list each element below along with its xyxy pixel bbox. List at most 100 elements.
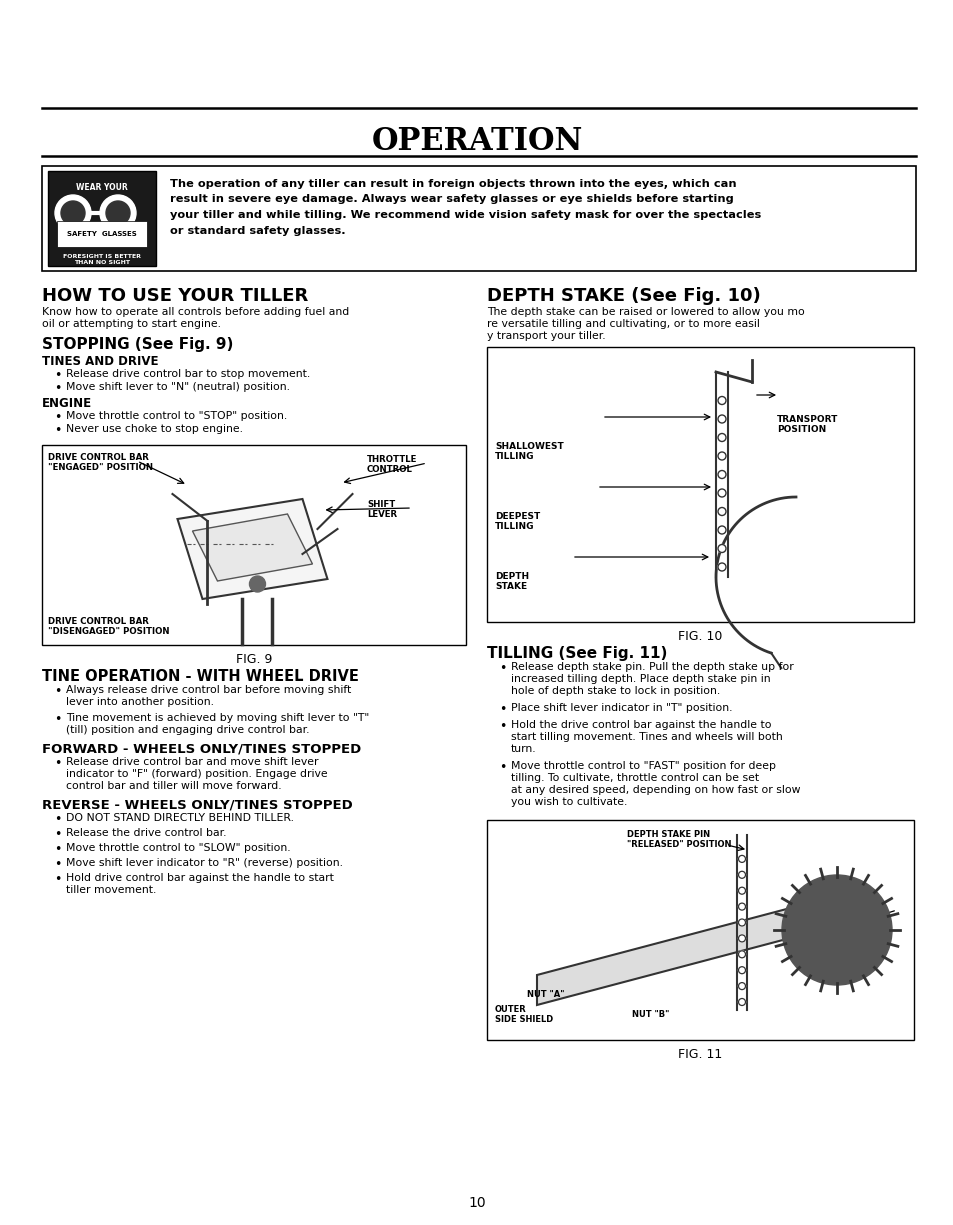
Text: OPERATION: OPERATION <box>371 126 582 157</box>
Text: FIG. 11: FIG. 11 <box>678 1049 721 1061</box>
Text: •: • <box>54 858 61 871</box>
Text: tilling. To cultivate, throttle control can be set: tilling. To cultivate, throttle control … <box>511 773 759 783</box>
Circle shape <box>61 201 85 225</box>
Text: •: • <box>498 720 506 733</box>
Text: •: • <box>54 424 61 437</box>
FancyBboxPatch shape <box>486 347 913 622</box>
Text: Hold the drive control bar against the handle to: Hold the drive control bar against the h… <box>511 720 771 730</box>
Text: TINES AND DRIVE: TINES AND DRIVE <box>42 355 158 368</box>
Text: DO NOT STAND DIRECTLY BEHIND TILLER.: DO NOT STAND DIRECTLY BEHIND TILLER. <box>66 813 294 823</box>
Text: 10: 10 <box>468 1196 485 1210</box>
Text: DRIVE CONTROL BAR
"ENGAGED" POSITION: DRIVE CONTROL BAR "ENGAGED" POSITION <box>48 453 152 473</box>
Text: DEEPEST
TILLING: DEEPEST TILLING <box>495 512 539 532</box>
Text: NUT "A": NUT "A" <box>526 990 564 1000</box>
Circle shape <box>738 935 744 942</box>
Circle shape <box>718 564 725 571</box>
Text: TRANSPORT
POSITION: TRANSPORT POSITION <box>776 415 838 435</box>
Circle shape <box>738 919 744 926</box>
Text: Move throttle control to "STOP" position.: Move throttle control to "STOP" position… <box>66 412 287 421</box>
Text: Move throttle control to "FAST" position for deep: Move throttle control to "FAST" position… <box>511 761 775 771</box>
Circle shape <box>781 875 891 985</box>
Circle shape <box>250 576 265 592</box>
Text: Move shift lever to "N" (neutral) position.: Move shift lever to "N" (neutral) positi… <box>66 382 290 392</box>
Text: •: • <box>54 382 61 394</box>
Text: control bar and tiller will move forward.: control bar and tiller will move forward… <box>66 782 281 791</box>
Circle shape <box>738 855 744 862</box>
Text: Place shift lever indicator in "T" position.: Place shift lever indicator in "T" posit… <box>511 703 732 713</box>
Text: "LOCKED"
POSITION: "LOCKED" POSITION <box>828 915 874 935</box>
Text: Never use choke to stop engine.: Never use choke to stop engine. <box>66 424 243 434</box>
Text: •: • <box>498 761 506 774</box>
Text: FIG. 10: FIG. 10 <box>678 630 722 643</box>
Text: y transport your tiller.: y transport your tiller. <box>486 331 605 341</box>
Circle shape <box>718 489 725 497</box>
Text: DEPTH
STAKE: DEPTH STAKE <box>495 572 529 592</box>
Text: DEPTH STAKE PIN
"RELEASED" POSITION: DEPTH STAKE PIN "RELEASED" POSITION <box>626 831 731 849</box>
Text: •: • <box>54 685 61 698</box>
Text: •: • <box>54 843 61 856</box>
Circle shape <box>718 526 725 534</box>
Circle shape <box>718 507 725 516</box>
Text: The operation of any tiller can result in foreign objects thrown into the eyes, : The operation of any tiller can result i… <box>170 179 736 189</box>
Text: OUTER
SIDE SHIELD: OUTER SIDE SHIELD <box>495 1004 553 1024</box>
Text: lever into another position.: lever into another position. <box>66 697 213 707</box>
Text: Release drive control bar to stop movement.: Release drive control bar to stop moveme… <box>66 369 310 379</box>
Polygon shape <box>537 897 831 1004</box>
FancyBboxPatch shape <box>48 172 156 266</box>
Circle shape <box>718 415 725 423</box>
Circle shape <box>718 434 725 441</box>
Text: result in severe eye damage. Always wear safety glasses or eye shields before st: result in severe eye damage. Always wear… <box>170 195 733 205</box>
Text: HOW TO USE YOUR TILLER: HOW TO USE YOUR TILLER <box>42 287 308 305</box>
Polygon shape <box>193 514 313 581</box>
Text: FIG. 9: FIG. 9 <box>235 653 272 666</box>
Text: STOPPING (See Fig. 9): STOPPING (See Fig. 9) <box>42 337 233 352</box>
Circle shape <box>718 452 725 461</box>
Text: The depth stake can be raised or lowered to allow you mo: The depth stake can be raised or lowered… <box>486 307 804 317</box>
Text: TILLING (See Fig. 11): TILLING (See Fig. 11) <box>486 646 667 662</box>
Text: •: • <box>54 713 61 726</box>
Circle shape <box>55 195 91 232</box>
Text: •: • <box>498 703 506 715</box>
Text: re versatile tilling and cultivating, or to more easil: re versatile tilling and cultivating, or… <box>486 318 760 330</box>
Text: start tilling movement. Tines and wheels will both: start tilling movement. Tines and wheels… <box>511 733 781 742</box>
Text: you wish to cultivate.: you wish to cultivate. <box>511 797 627 807</box>
Text: ENGINE: ENGINE <box>42 397 92 410</box>
Text: TINE OPERATION - WITH WHEEL DRIVE: TINE OPERATION - WITH WHEEL DRIVE <box>42 669 358 684</box>
Text: •: • <box>54 813 61 826</box>
Text: DEPTH STAKE (See Fig. 10): DEPTH STAKE (See Fig. 10) <box>486 287 760 305</box>
Text: tiller movement.: tiller movement. <box>66 884 156 895</box>
Text: •: • <box>54 412 61 424</box>
Text: NUT "B": NUT "B" <box>631 1009 669 1019</box>
FancyBboxPatch shape <box>42 445 465 646</box>
Text: Know how to operate all controls before adding fuel and
oil or attempting to sta: Know how to operate all controls before … <box>42 307 349 328</box>
Text: Always release drive control bar before moving shift: Always release drive control bar before … <box>66 685 351 695</box>
Circle shape <box>100 195 136 232</box>
Text: •: • <box>54 369 61 382</box>
Text: FORWARD - WHEELS ONLY/TINES STOPPED: FORWARD - WHEELS ONLY/TINES STOPPED <box>42 744 361 756</box>
Text: •: • <box>54 828 61 842</box>
Text: or standard safety glasses.: or standard safety glasses. <box>170 225 345 235</box>
Text: at any desired speed, depending on how fast or slow: at any desired speed, depending on how f… <box>511 785 800 795</box>
Text: indicator to "F" (forward) position. Engage drive: indicator to "F" (forward) position. Eng… <box>66 769 327 779</box>
Text: Release the drive control bar.: Release the drive control bar. <box>66 828 226 838</box>
Text: Move shift lever indicator to "R" (reverse) position.: Move shift lever indicator to "R" (rever… <box>66 858 343 869</box>
FancyBboxPatch shape <box>42 167 915 271</box>
Text: Move throttle control to "SLOW" position.: Move throttle control to "SLOW" position… <box>66 843 291 853</box>
Circle shape <box>718 470 725 479</box>
Text: THROTTLE
CONTROL: THROTTLE CONTROL <box>367 454 416 474</box>
Text: FORESIGHT IS BETTER
THAN NO SIGHT: FORESIGHT IS BETTER THAN NO SIGHT <box>63 254 141 265</box>
Circle shape <box>738 871 744 878</box>
Text: (till) position and engaging drive control bar.: (till) position and engaging drive contr… <box>66 725 309 735</box>
Text: •: • <box>498 662 506 675</box>
Text: •: • <box>54 757 61 771</box>
Text: SHALLOWEST
TILLING: SHALLOWEST TILLING <box>495 442 563 462</box>
Text: SAFETY  GLASSES: SAFETY GLASSES <box>67 232 136 236</box>
Text: hole of depth stake to lock in position.: hole of depth stake to lock in position. <box>511 686 720 696</box>
Circle shape <box>738 887 744 894</box>
Text: Tine movement is achieved by moving shift lever to "T": Tine movement is achieved by moving shif… <box>66 713 369 723</box>
Text: REVERSE - WHEELS ONLY/TINES STOPPED: REVERSE - WHEELS ONLY/TINES STOPPED <box>42 799 353 812</box>
Circle shape <box>738 998 744 1006</box>
Polygon shape <box>177 499 327 599</box>
Text: SHIFT
LEVER: SHIFT LEVER <box>367 500 396 519</box>
Circle shape <box>718 397 725 404</box>
